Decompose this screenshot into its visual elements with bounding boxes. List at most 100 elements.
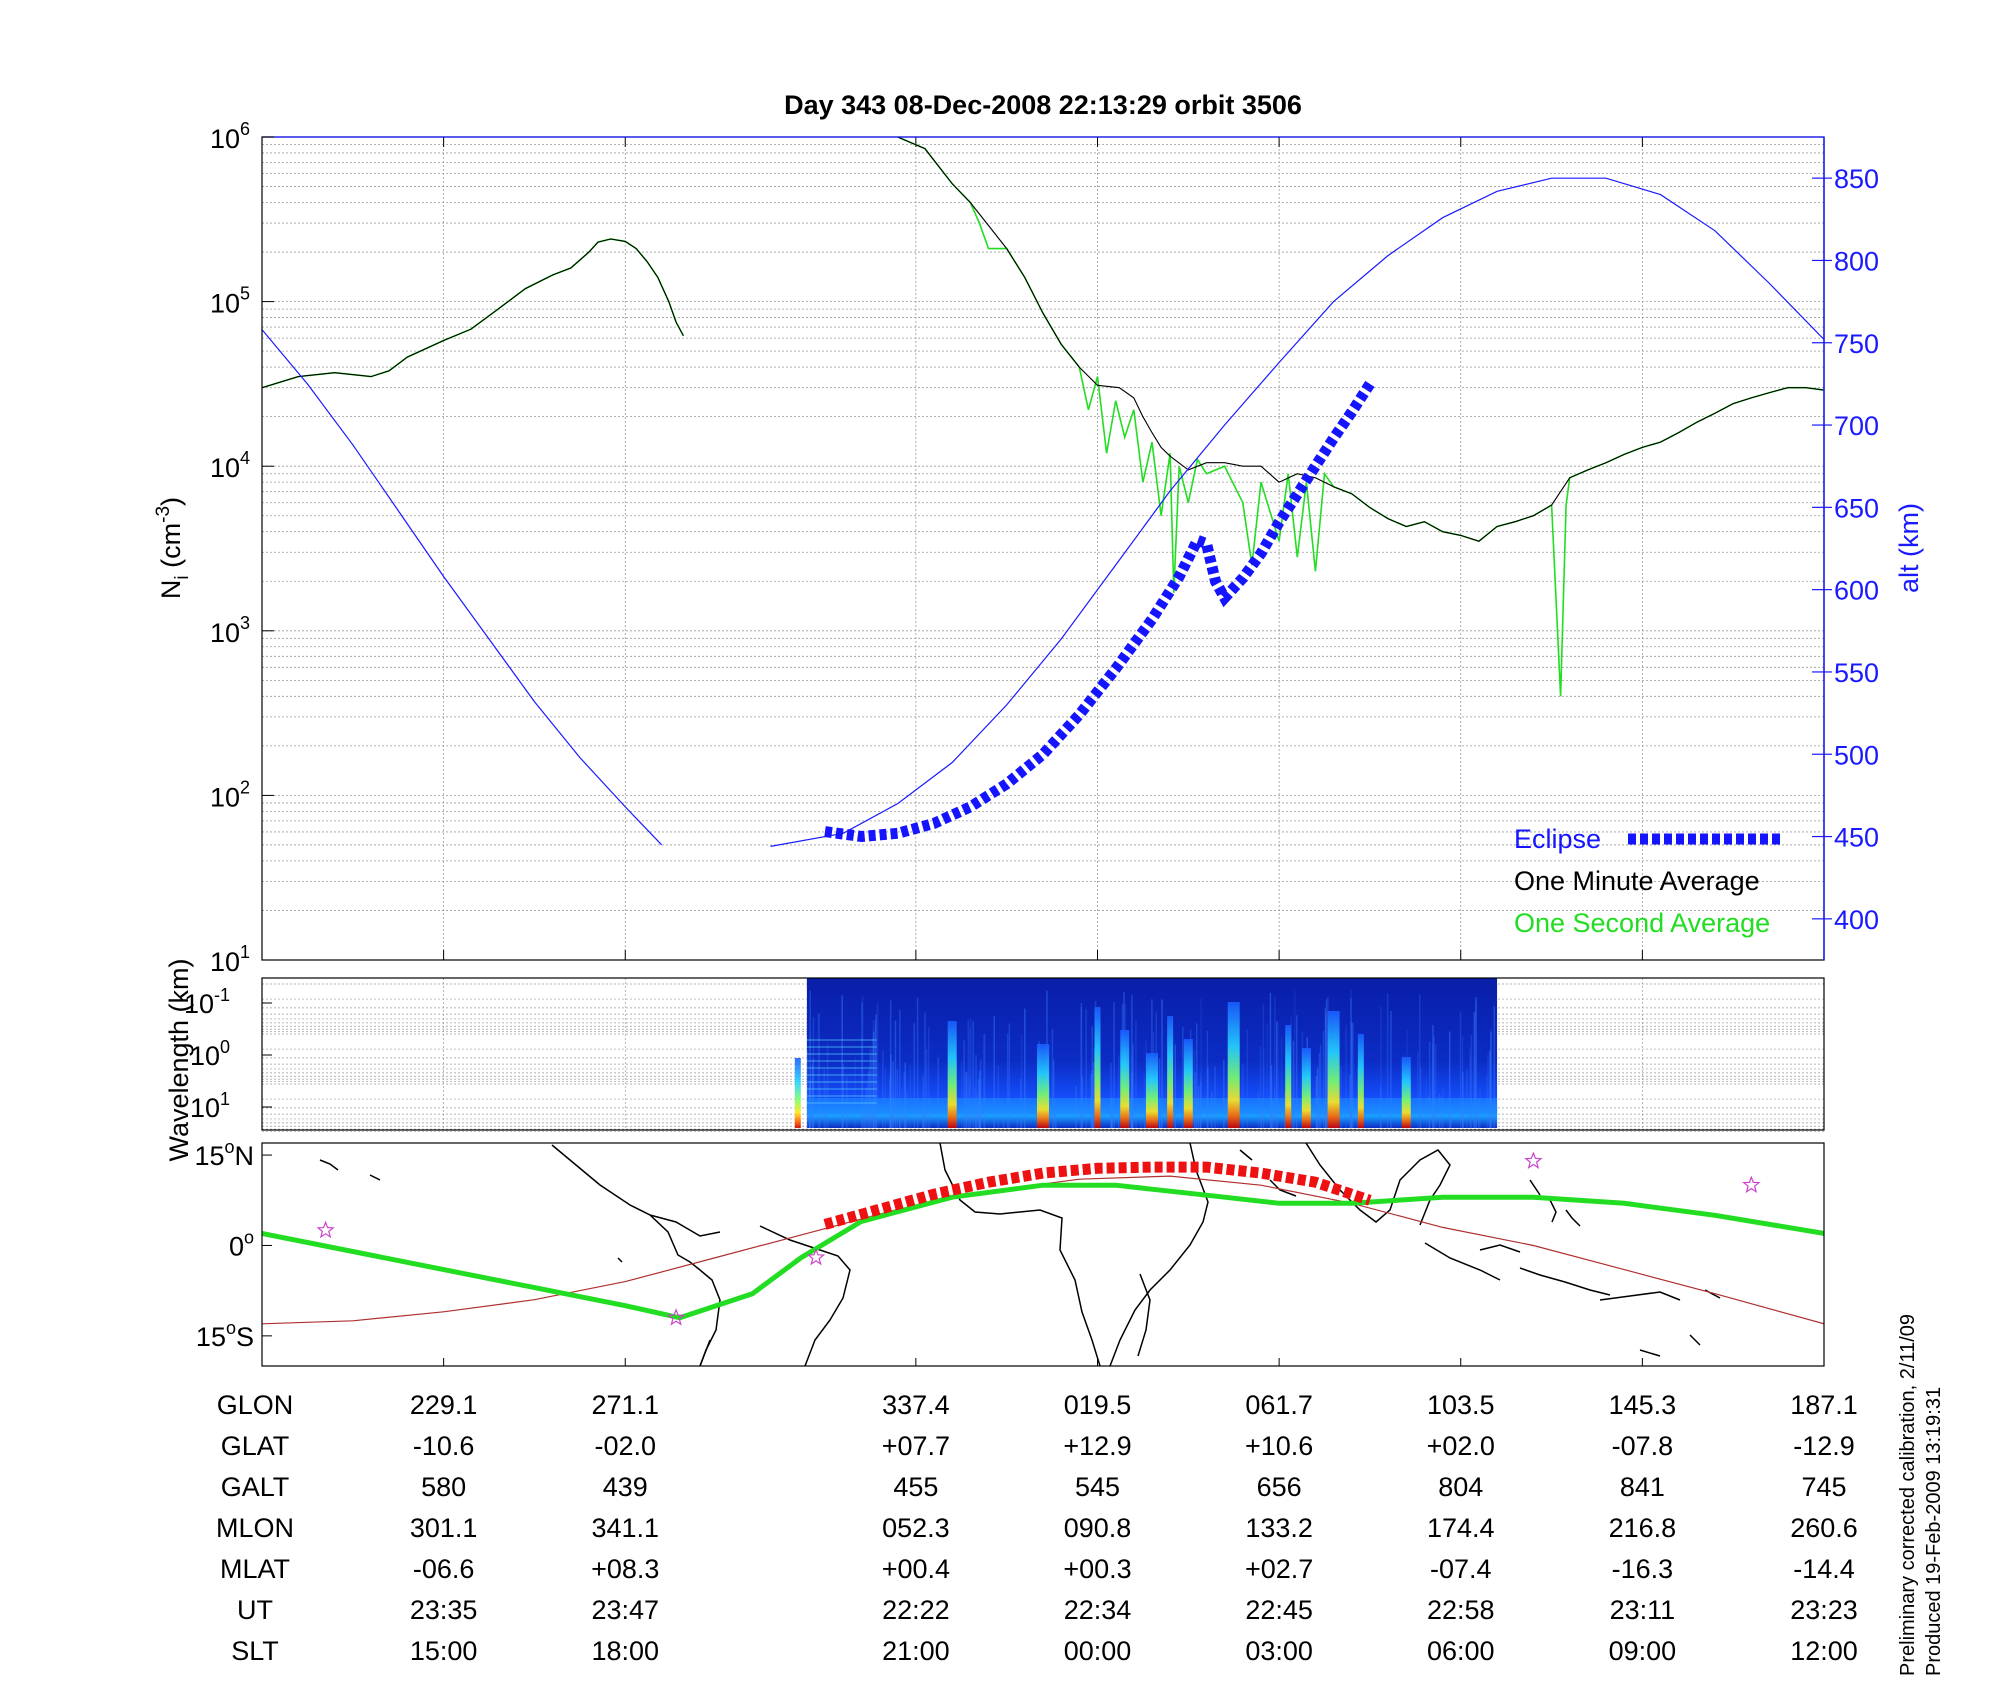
spectrogram-streak <box>1433 1036 1435 1128</box>
altitude-tick-label: 700 <box>1834 411 1879 441</box>
spectrogram-streak <box>1434 1044 1437 1128</box>
series-one-minute-average <box>262 238 684 389</box>
spectrogram-streak <box>1428 1041 1431 1128</box>
spectrogram-streak <box>874 1020 877 1128</box>
spectrogram-streak <box>1131 994 1133 1128</box>
spectrogram-streak <box>1386 993 1389 1128</box>
spectrogram-streak <box>1325 999 1328 1128</box>
spectrogram-streak <box>809 1033 811 1128</box>
table-cell: -14.4 <box>1793 1554 1855 1584</box>
coastline <box>1599 1291 1681 1301</box>
table-cell: +00.4 <box>882 1554 950 1584</box>
table-cell: 23:11 <box>1610 1595 1676 1625</box>
spectrogram-burst <box>1145 1053 1158 1128</box>
spectrogram-streak <box>1276 1021 1278 1128</box>
spectrogram-streak <box>899 1106 901 1128</box>
coastline <box>1424 1242 1501 1281</box>
spectrogram-streak <box>1048 1045 1050 1128</box>
spectrogram-streak <box>1390 1011 1392 1128</box>
spectrogram-streak <box>1295 1015 1298 1128</box>
spectrogram-streak <box>975 1101 977 1128</box>
coastline <box>1549 1199 1557 1223</box>
map-magnetic-equator <box>262 1175 1824 1325</box>
spectrogram-streak <box>1091 1026 1093 1128</box>
legend-entry-one_minute: One Minute Average <box>1514 866 1760 896</box>
table-row-label: MLON <box>216 1513 294 1543</box>
ground-station-star <box>806 1247 826 1266</box>
spectrogram-streak <box>1448 1031 1451 1128</box>
coastline <box>1269 1179 1297 1197</box>
spectrogram-streak <box>972 1021 975 1128</box>
table-row-label: GLON <box>217 1390 294 1420</box>
spectrogram-streak <box>890 1054 892 1128</box>
spectrogram-burst <box>1285 1025 1292 1128</box>
produced-note: Produced 19-Feb-2009 13:19:31 <box>1923 1387 1945 1676</box>
spectrogram-streak <box>1418 994 1421 1128</box>
spectrogram-streak <box>1008 1023 1011 1128</box>
table-cell: 187.1 <box>1790 1390 1858 1420</box>
spectrogram-streak <box>1490 1031 1492 1128</box>
series-one-minute-average <box>897 137 1824 542</box>
spectrogram-streak <box>1280 1036 1283 1128</box>
spectrogram-streak <box>875 1014 877 1128</box>
altitude-tick-label: 750 <box>1834 329 1879 359</box>
orbit-map-frame <box>261 1142 1825 1367</box>
spectrogram-streak <box>870 1054 872 1128</box>
table-cell: 00:00 <box>1064 1636 1132 1666</box>
spectrogram-streak <box>892 1061 894 1128</box>
spectrogram-streak <box>1449 1103 1452 1128</box>
table-cell: 229.1 <box>410 1390 478 1420</box>
table-cell: 019.5 <box>1064 1390 1132 1420</box>
table-cell: 145.3 <box>1609 1390 1677 1420</box>
legend-entry-one_second: One Second Average <box>1514 908 1770 938</box>
spectrogram-streak <box>1277 1023 1279 1128</box>
spectrogram-streak <box>870 1048 873 1128</box>
spectrogram-streak <box>904 1062 907 1128</box>
spectrogram-streak <box>927 1027 930 1128</box>
table-cell: -16.3 <box>1612 1554 1674 1584</box>
coastline <box>699 1339 711 1366</box>
spectrogram-streak <box>1274 996 1276 1128</box>
spectrogram-streak <box>872 1037 874 1128</box>
table-cell: +10.6 <box>1245 1431 1313 1461</box>
spectrogram-streak <box>1242 1063 1244 1128</box>
spectrogram-streak <box>979 1059 982 1128</box>
spectrogram-streak <box>1080 1003 1083 1128</box>
table-row-label: SLT <box>231 1636 279 1666</box>
spectrogram-streak <box>1462 1107 1465 1128</box>
spectrogram-burst <box>794 1058 801 1128</box>
spectrogram-streak <box>1195 1023 1198 1128</box>
coastline <box>1479 1244 1521 1253</box>
altitude-y-label: alt (km) <box>1894 503 1924 593</box>
series-one-second-average <box>897 137 1824 697</box>
spectrogram-streak <box>1092 1061 1095 1128</box>
table-cell: 22:34 <box>1064 1595 1132 1625</box>
table-cell: 23:23 <box>1790 1595 1858 1625</box>
spectrogram-streak <box>1473 1012 1476 1128</box>
spectrogram-streak <box>899 1010 901 1128</box>
spectrogram-streak <box>1200 998 1202 1128</box>
table-cell: 656 <box>1257 1472 1302 1502</box>
spectrogram-streak <box>1270 1065 1273 1128</box>
spectrogram-streak <box>1350 998 1352 1128</box>
altitude-tick-label: 650 <box>1834 493 1879 523</box>
spectrogram-streak <box>1051 1029 1054 1128</box>
table-cell: 06:00 <box>1427 1636 1495 1666</box>
spectrogram-streak <box>1475 1000 1477 1128</box>
ion-density-plot-area <box>262 137 1824 847</box>
spectrogram-heatmap <box>794 978 1498 1128</box>
spectrogram-streak <box>984 1033 986 1128</box>
spectrogram-streak <box>983 1034 985 1128</box>
spectrogram-streak <box>1487 1054 1489 1128</box>
spectrogram-streak <box>1352 1023 1354 1128</box>
spectrogram-streak <box>1318 1053 1321 1128</box>
table-cell: 455 <box>893 1472 938 1502</box>
map-satellite-track <box>262 1182 1824 1321</box>
spectrogram-streak <box>1470 1034 1473 1128</box>
spectrogram-streak <box>872 1020 875 1128</box>
orbit-map-plot-area <box>262 1151 1824 1326</box>
spectrogram-streak <box>1016 1104 1019 1128</box>
spectrogram-streak <box>1345 1024 1347 1128</box>
spectrogram-streak <box>1324 1014 1327 1128</box>
spectrogram-burst <box>1401 1057 1411 1128</box>
